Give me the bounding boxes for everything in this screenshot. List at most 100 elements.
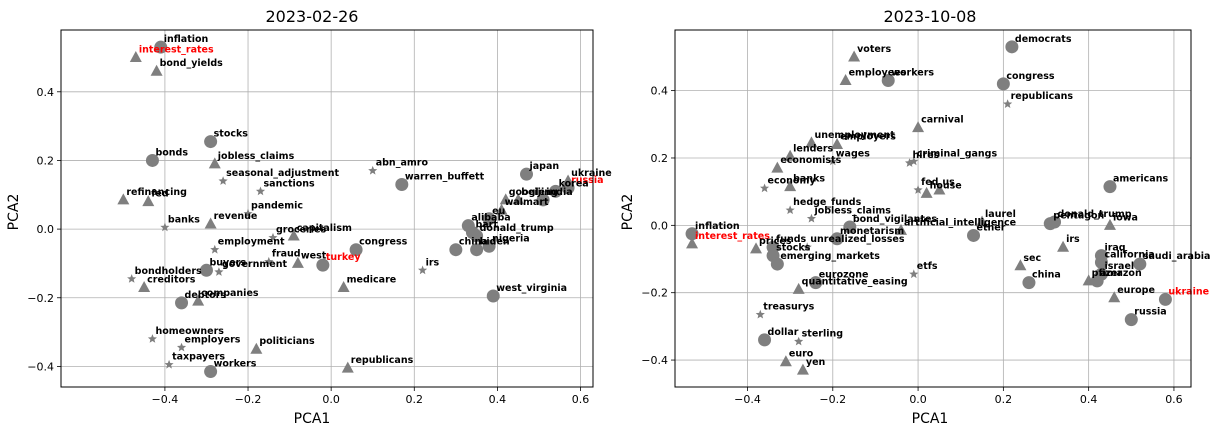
data-point-euro	[779, 355, 792, 367]
point-label-refinancing: refinancing	[126, 187, 187, 198]
point-label-lenders: lenders	[793, 143, 833, 154]
point-label-unrealized-losses: unrealized_losses	[810, 234, 905, 245]
data-point-warren-buffett	[395, 177, 409, 191]
point-label-bond-vigilantes: bond_vigilantes	[853, 214, 938, 225]
data-point-republicans	[1003, 99, 1013, 108]
data-point-jobless-claims	[806, 213, 816, 223]
data-point-monetarism	[830, 232, 844, 246]
point-label-creditors: creditors	[147, 274, 196, 285]
point-label-west: west	[301, 250, 327, 261]
data-point-dollar	[758, 333, 772, 347]
data-point-carnival	[912, 121, 925, 133]
point-label-russia: russia	[571, 175, 603, 186]
point-label-congress: congress	[1006, 71, 1055, 82]
point-label-bonds: bonds	[155, 147, 188, 158]
plot-frame	[60, 29, 594, 388]
data-point-banks	[784, 180, 797, 192]
point-label-unemployment: unemployment	[814, 130, 895, 141]
point-label-fed: fed	[921, 177, 938, 188]
point-label-bond-yields: bond_yields	[160, 58, 224, 69]
point-label-hires: hires	[913, 150, 940, 161]
data-point-bond-vigilantes	[843, 220, 857, 234]
data-point-stocks	[204, 135, 218, 149]
data-point-amazon	[1090, 274, 1104, 288]
data-point-employers	[177, 342, 187, 352]
point-label-ether: ether	[977, 222, 1006, 233]
point-label-stocks: stocks	[214, 129, 249, 140]
point-label-employers: employers	[185, 335, 241, 346]
point-label-japan: japan	[529, 161, 560, 172]
data-point-beijing	[512, 193, 525, 205]
y-tick-label: 0.2	[651, 152, 669, 165]
data-point-capitalism	[287, 229, 300, 241]
point-label-groceries: groceries	[276, 225, 326, 236]
point-label-yen: yen	[806, 357, 826, 368]
point-label-bart: bart	[475, 220, 498, 231]
point-label-treasurys: treasurys	[763, 302, 814, 313]
plot-frame	[674, 29, 1192, 388]
point-label-warren-buffett: warren_buffett	[405, 171, 485, 182]
point-label-funds: funds	[776, 234, 806, 245]
point-label-americans: americans	[1113, 174, 1168, 185]
data-point-russia	[561, 181, 575, 195]
point-label-donald-trump: donald_trump	[480, 223, 554, 234]
x-tick-label: 0.2	[995, 393, 1013, 406]
data-point-eu	[482, 212, 496, 226]
data-point-irs	[1057, 240, 1070, 252]
x-tick-label: 0.2	[406, 393, 424, 406]
data-point-revenue	[204, 217, 217, 229]
data-point-emerging-markets	[770, 257, 784, 271]
y-tick-label: −0.4	[641, 354, 668, 367]
point-label-turkey: turkey	[326, 252, 361, 263]
chart-panel-2: 2023-10-08 PCA1 PCA2 −0.4 −0.2 0.0 0.2 0.4 0.…	[620, 7, 1210, 427]
y-axis-label-2: PCA2	[620, 194, 636, 231]
point-label-sanctions: sanctions	[264, 178, 316, 189]
point-label-irs: irs	[426, 257, 440, 268]
data-point-creditors	[138, 280, 151, 292]
data-point-criminal-gangs	[909, 156, 919, 166]
point-label-laurel: laurel	[985, 209, 1016, 220]
point-label-employees: employees	[849, 68, 907, 79]
point-label-sec: sec	[1023, 253, 1041, 264]
data-point-prices	[750, 242, 763, 254]
data-point-japan	[520, 167, 533, 181]
point-label-prices: prices	[759, 236, 792, 247]
data-point-buyers	[199, 263, 213, 277]
data-point-house	[920, 186, 933, 198]
data-point-china	[1022, 276, 1036, 290]
data-point-artificial-intelligence	[895, 223, 908, 235]
point-label-hedge-funds: hedge_funds	[793, 197, 861, 208]
point-label-jobless-claims: jobless_claims	[217, 151, 295, 162]
point-label-ukraine: ukraine	[1168, 286, 1209, 297]
data-point-quantitative-easing	[792, 282, 805, 294]
data-point-china	[449, 243, 463, 257]
point-label-quantitative-easing: quantitative_easing	[802, 276, 908, 287]
data-point-nigeria	[482, 239, 496, 253]
data-point-workers	[881, 74, 895, 88]
point-label-revenue: revenue	[214, 211, 258, 222]
point-label-house: house	[930, 180, 962, 191]
data-point-sec	[1014, 259, 1027, 271]
point-label-jobless-claims: jobless_claims	[813, 206, 891, 217]
point-label-alibaba: alibaba	[471, 213, 510, 224]
point-label-emerging-markets: emerging_markets	[780, 251, 880, 262]
data-point-google	[499, 193, 512, 205]
y-tick-label: −0.4	[27, 360, 54, 373]
point-label-korea: korea	[559, 178, 589, 189]
x-tick-label: 0.4	[489, 393, 507, 406]
y-axis-label-1: PCA2	[6, 194, 22, 231]
x-axis-label-2: PCA1	[912, 411, 949, 427]
data-point-etfs	[909, 269, 919, 279]
x-tick-label: −0.4	[152, 393, 179, 406]
point-label-medicare: medicare	[347, 274, 397, 285]
point-label-interest-rates: interest_rates	[139, 44, 214, 55]
point-label-sterling: sterling	[802, 329, 843, 340]
data-point-pentagon	[1043, 217, 1057, 231]
data-point-sterling	[794, 336, 804, 346]
point-label-inflation: inflation	[695, 221, 740, 232]
data-point-korea	[549, 184, 563, 198]
data-point-treasurys	[755, 309, 765, 319]
data-point-employers	[831, 138, 844, 150]
x-tick-label: −0.2	[819, 393, 846, 406]
point-label-debtors: debtors	[185, 290, 227, 301]
